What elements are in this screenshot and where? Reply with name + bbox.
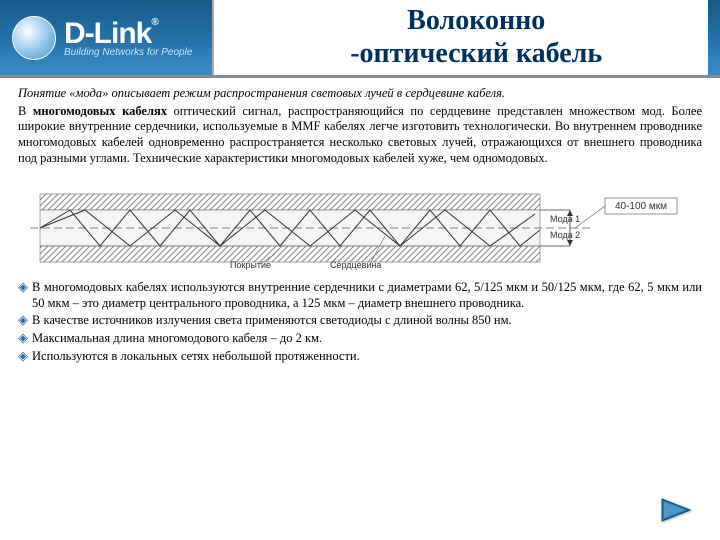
core-label: Сердцевина <box>330 260 381 270</box>
coating-label: Покрытие <box>230 260 271 270</box>
page-title: Волоконно -оптический кабель <box>212 0 708 75</box>
list-item: ◈ В качестве источников излучения света … <box>18 312 702 329</box>
list-item: ◈ Используются в локальных сетях небольш… <box>18 348 702 365</box>
diamond-icon: ◈ <box>18 348 28 365</box>
diamond-icon: ◈ <box>18 279 28 296</box>
logo-tagline: Building Networks for People <box>64 47 192 58</box>
diamond-icon: ◈ <box>18 330 28 347</box>
list-item: ◈ Максимальная длина многомодового кабел… <box>18 330 702 347</box>
globe-icon <box>12 16 56 60</box>
list-item: ◈ В многомодовых кабелях используются вн… <box>18 279 702 311</box>
intro-text: Понятие «мода» описывает режим распростр… <box>0 78 720 176</box>
logo-main: D-Link® <box>64 17 192 51</box>
diameter-label: 40-100 мкм <box>615 201 667 212</box>
mode1-label: Мода 1 <box>550 214 580 224</box>
next-button[interactable] <box>658 495 698 530</box>
mode2-label: Мода 2 <box>550 230 580 240</box>
header-bar: D-Link® Building Networks for People Вол… <box>0 0 720 78</box>
main-paragraph: В многомодовых кабелях оптический сигнал… <box>18 104 702 167</box>
fiber-diagram: 40-100 мкм Мода 1 Мода 2 Покрытие Сердце… <box>30 186 690 271</box>
logo-block: D-Link® Building Networks for People <box>12 16 192 60</box>
bullet-list: ◈ В многомодовых кабелях используются вн… <box>0 279 720 365</box>
diamond-icon: ◈ <box>18 312 28 329</box>
definition-text: Понятие «мода» описывает режим распростр… <box>18 86 505 100</box>
